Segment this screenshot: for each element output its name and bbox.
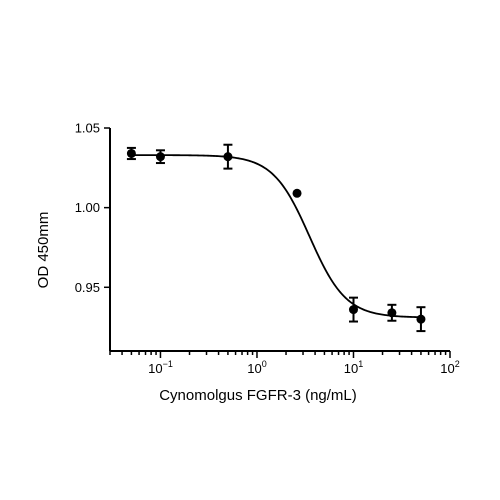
data-point	[126, 148, 136, 158]
fit-curve	[131, 154, 421, 319]
data-point	[155, 152, 165, 162]
y-tick-label: 0.95	[75, 280, 100, 295]
data-point	[292, 188, 302, 198]
x-tick-label: 100	[247, 359, 266, 376]
y-axis-label: OD 450mm	[35, 212, 52, 289]
x-axis-label: Cynomolgus FGFR-3 (ng/mL)	[159, 387, 357, 404]
x-tick-label: 10−1	[148, 359, 173, 376]
y-axis-ticks: 0.95 1.00 1.05	[75, 121, 110, 295]
data-points	[126, 148, 426, 324]
x-axis-ticks: 10−1 100 101 102	[109, 351, 460, 376]
data-point	[387, 308, 397, 318]
x-tick-label: 101	[344, 359, 363, 376]
data-point	[348, 305, 358, 315]
x-tick-label: 102	[440, 359, 459, 376]
y-tick-label: 1.00	[75, 200, 100, 215]
data-point	[416, 314, 426, 324]
axes	[109, 128, 450, 352]
data-point	[223, 152, 233, 162]
error-bars	[126, 143, 426, 333]
y-tick-label: 1.05	[75, 121, 100, 136]
